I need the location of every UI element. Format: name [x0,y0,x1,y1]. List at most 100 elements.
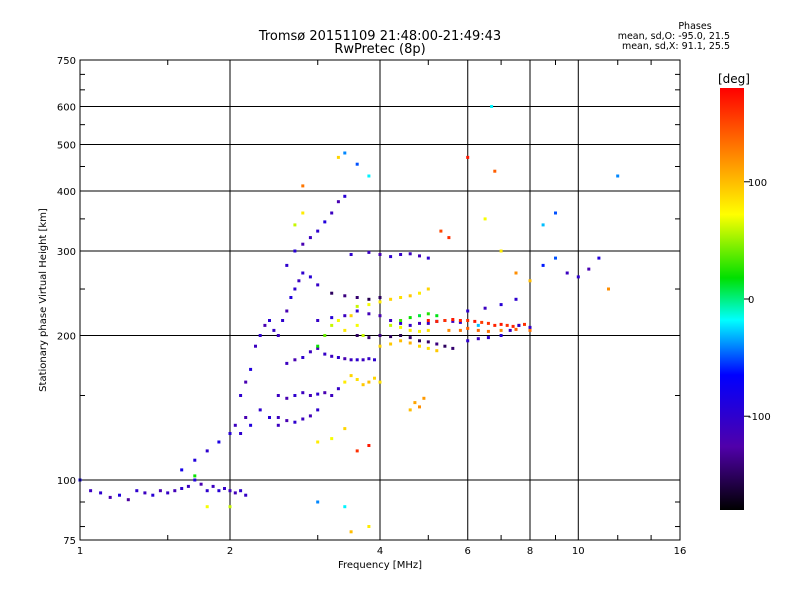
data-point [408,323,412,327]
data-point [528,325,532,329]
data-point [308,236,312,240]
data-point [418,405,421,409]
data-point [268,319,271,322]
data-point [367,444,371,447]
data-point [272,328,276,332]
data-point [486,321,490,325]
data-point [493,323,497,327]
data-point [217,489,221,493]
data-point [316,440,320,444]
data-point [293,420,297,424]
data-point [285,396,289,400]
data-point [378,344,382,348]
data-point [293,287,297,291]
data-point [205,449,209,453]
data-point [399,319,403,322]
chart-title-line1: Tromsø 20151109 21:48:00-21:49:43 [258,29,502,44]
x-tick-label: 16 [674,546,687,557]
data-point [301,417,305,421]
data-point [413,401,417,405]
data-point [323,334,327,337]
data-point [451,318,455,321]
data-point [426,321,430,325]
data-point [476,328,480,332]
data-point [239,394,243,397]
data-point [447,236,451,240]
data-point [316,229,320,233]
phases-legend: Phases mean, sd,O: -95.0, 21.5 mean, sd,… [600,22,730,52]
data-point [389,297,393,301]
data-point [499,328,503,332]
data-point [490,105,494,108]
data-point [514,297,518,301]
data-point [541,263,545,267]
data-point [426,319,430,322]
data-point [336,387,340,391]
data-point [565,271,569,275]
data-point [343,194,347,198]
data-point [541,223,545,227]
y-tick-label: 75 [63,536,76,547]
data-point [508,328,512,332]
y-tick-label: 100 [57,476,76,487]
data-point [499,334,503,337]
colorbar-label: [deg] [718,72,750,86]
data-point [308,275,312,279]
data-point [343,151,347,155]
data-point [223,487,226,490]
data-point [285,309,289,313]
data-point [408,316,412,320]
data-point [399,321,403,325]
data-point [355,309,359,313]
data-point [99,491,103,495]
data-point [343,357,347,361]
data-point [336,200,340,204]
data-point [514,327,518,331]
data-point [378,300,382,304]
data-point [408,408,412,412]
data-point [173,489,177,493]
y-tick-label: 400 [57,187,76,198]
data-point [276,423,280,427]
data-point [349,314,353,318]
data-point [505,323,509,327]
data-point [281,319,285,322]
data-point [355,449,359,453]
data-point [493,169,497,173]
data-point [193,458,197,462]
data-point [308,350,312,354]
data-point [355,334,359,337]
data-point [349,358,353,362]
phases-x-stats: mean, sd,X: 91.1, 25.5 [621,41,730,52]
data-point [616,174,620,178]
data-points [78,105,620,534]
data-point [554,211,557,215]
data-point [435,319,439,323]
data-point [293,249,297,253]
data-point [418,339,421,343]
data-point [205,489,209,493]
data-point [528,279,532,283]
colorbar-ticks: 100 0 -100 [744,178,771,423]
data-point [447,328,451,332]
data-point [355,378,359,381]
data-point [301,242,305,246]
data-point [336,155,340,159]
data-point [426,287,430,291]
data-point [301,391,305,395]
y-tick-label: 200 [57,332,76,343]
data-point [458,328,462,332]
data-point [476,323,480,327]
data-point [180,487,184,490]
data-point [361,358,365,362]
colorbar-tick-label: 100 [748,178,767,189]
data-point [323,391,327,395]
data-point [330,394,334,397]
data-point [367,303,371,307]
data-point [316,408,320,412]
data-point [523,322,526,326]
data-point [418,344,421,348]
x-tick-label: 8 [527,546,533,557]
data-point [378,314,382,318]
